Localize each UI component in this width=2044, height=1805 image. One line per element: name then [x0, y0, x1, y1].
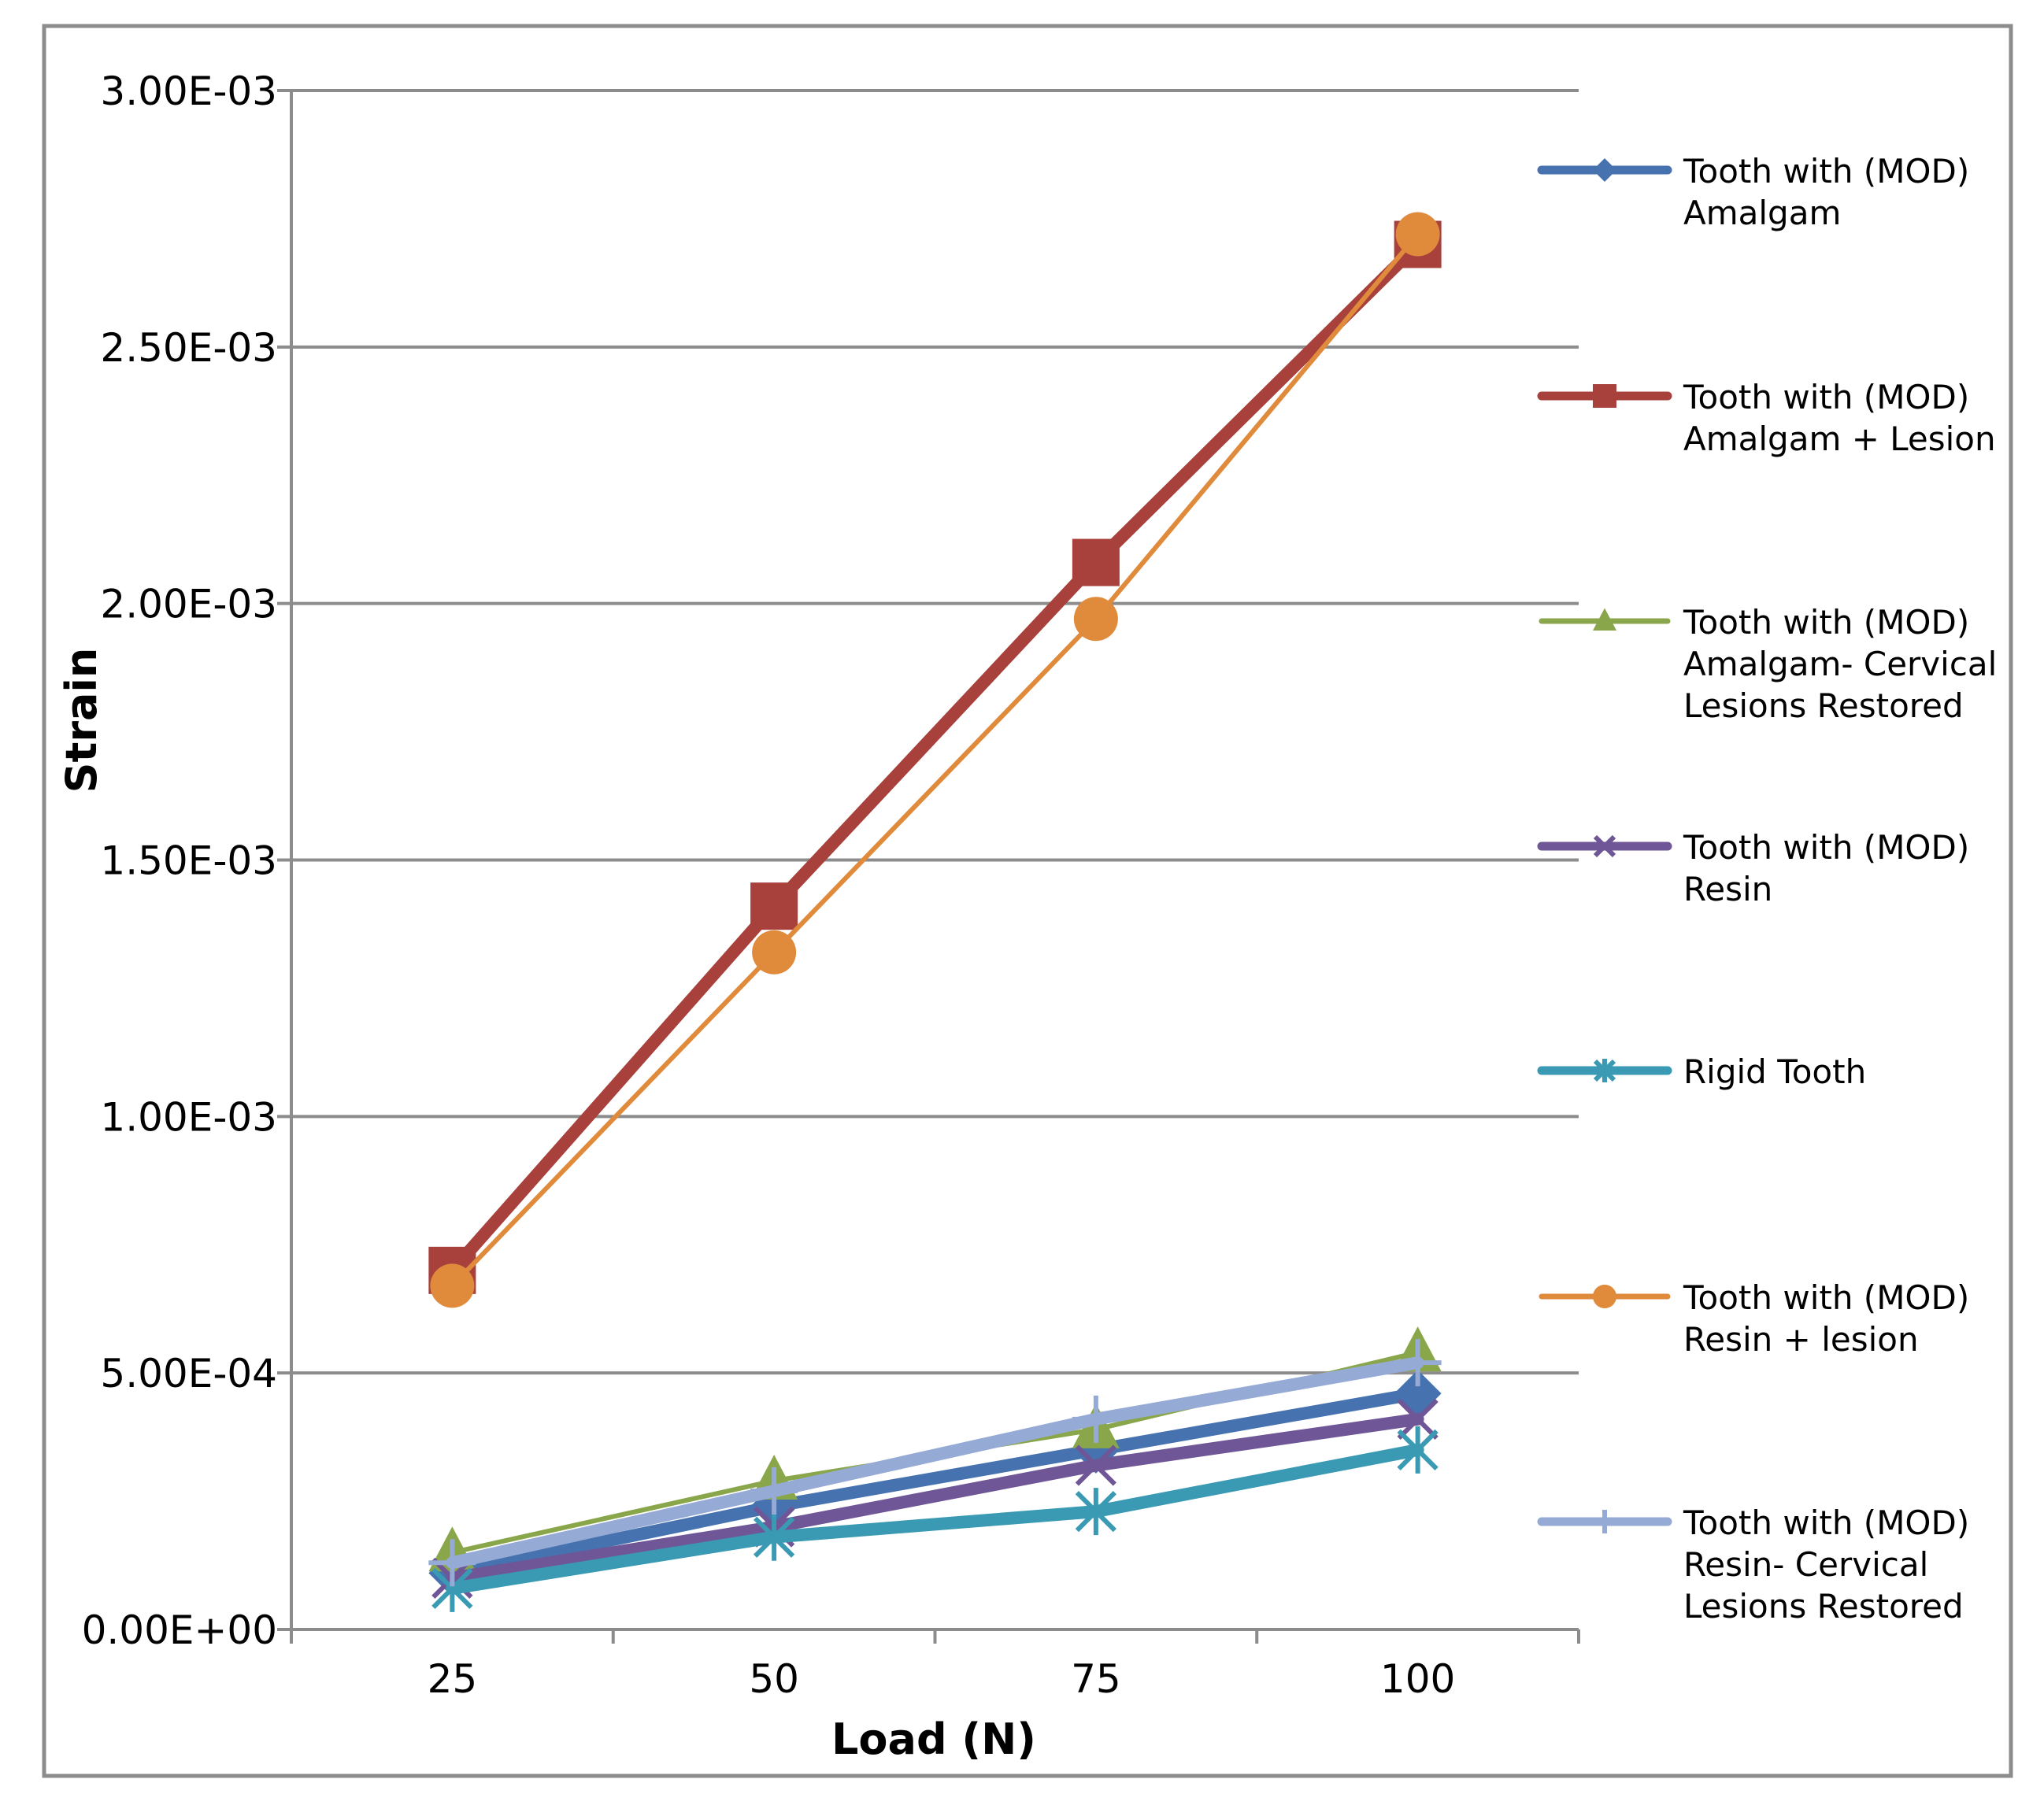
- data-point: [1394, 1339, 1442, 1387]
- data-point: [1593, 1510, 1616, 1533]
- x-tick-label: 100: [1380, 1656, 1455, 1702]
- legend-label: Tooth with (MOD): [1683, 152, 1969, 190]
- data-point: [1072, 538, 1120, 586]
- legend-label: Resin + lesion: [1683, 1320, 1919, 1359]
- data-point: [1073, 597, 1118, 642]
- y-axis-title: Strain: [57, 648, 106, 793]
- x-tick-labels: 25 50 75 100: [428, 1656, 1456, 1702]
- series-line: [450, 231, 1420, 1289]
- data-point: [750, 882, 798, 930]
- legend-label: Rigid Tooth: [1683, 1052, 1866, 1091]
- y-tick-labels: 0.00E+00 5.00E-04 1.00E-03 1.50E-03 2.00E-03…: [82, 68, 277, 1653]
- legend-label: Tooth with (MOD): [1683, 1278, 1969, 1317]
- data-point: [428, 1539, 476, 1587]
- legend-label: Lesions Restored: [1683, 1587, 1964, 1626]
- series-line: [446, 1387, 1424, 1580]
- data-point: [1397, 1398, 1439, 1440]
- legend-label: Amalgam: [1683, 194, 1841, 232]
- legend-label: Amalgam + Lesion: [1683, 420, 1996, 458]
- legend-label: Tooth with (MOD): [1683, 1504, 1969, 1542]
- y-tick-label: 5.00E-04: [100, 1351, 277, 1396]
- y-tick-label: 1.00E-03: [100, 1094, 277, 1140]
- legend-label: Tooth with (MOD): [1683, 828, 1969, 867]
- legend-label: Tooth with (MOD): [1683, 378, 1969, 416]
- legend-item-5: Rigid Tooth: [1537, 1052, 1866, 1091]
- legend-label: Resin: [1683, 870, 1772, 908]
- series-line: [446, 1356, 1424, 1570]
- axes: [277, 89, 1580, 1644]
- data-point: [1593, 1285, 1616, 1308]
- series-line: [446, 1443, 1424, 1595]
- data-point: [430, 1263, 475, 1308]
- data-point: [750, 1467, 798, 1515]
- y-tick-label: 2.00E-03: [100, 582, 277, 627]
- data-point: [1395, 212, 1440, 257]
- data-point: [1593, 384, 1616, 408]
- x-tick-label: 75: [1071, 1656, 1121, 1702]
- series-6: [430, 212, 1440, 1308]
- data-point: [1593, 834, 1616, 858]
- legend-label: Amalgam- Cervical: [1683, 645, 1997, 683]
- x-axis-title: Load (N): [831, 1714, 1036, 1764]
- series-group: [428, 212, 1442, 1612]
- x-tick-label: 50: [749, 1656, 799, 1702]
- legend-item-4: Tooth with (MOD)Resin: [1537, 828, 1969, 908]
- legend-label: Tooth with (MOD): [1683, 603, 1969, 642]
- legend-item-2: Tooth with (MOD) Amalgam + Lesion: [1537, 378, 1996, 458]
- legend-label: Resin- Cervical: [1683, 1545, 1928, 1584]
- series-line: [446, 238, 1424, 1277]
- y-tick-label: 3.00E-03: [100, 68, 277, 114]
- legend-label: Lesions Restored: [1683, 686, 1964, 725]
- series-7: [428, 1339, 1442, 1587]
- series-2: [428, 220, 1442, 1294]
- x-tick-label: 25: [428, 1656, 478, 1702]
- data-point: [752, 930, 797, 975]
- data-point: [1075, 1488, 1117, 1536]
- legend-item-6: Tooth with (MOD)Resin + lesion: [1539, 1278, 1969, 1359]
- data-point: [754, 1513, 795, 1561]
- y-tick-label: 1.50E-03: [100, 838, 277, 884]
- data-point: [1072, 1395, 1120, 1443]
- data-point: [1397, 1426, 1439, 1474]
- data-point: [1075, 1444, 1117, 1486]
- data-point: [1593, 1059, 1616, 1082]
- series-line: [446, 1412, 1424, 1585]
- y-tick-label: 2.50E-03: [100, 325, 277, 371]
- data-point: [1593, 608, 1616, 631]
- data-point: [1593, 158, 1616, 182]
- series-5: [431, 1426, 1439, 1612]
- legend-item-1: Tooth with (MOD) Amalgam: [1537, 152, 1969, 232]
- legend-item-3: Tooth with (MOD)Amalgam- CervicalLesions…: [1539, 603, 1997, 725]
- y-tick-label: 0.00E+00: [82, 1607, 277, 1653]
